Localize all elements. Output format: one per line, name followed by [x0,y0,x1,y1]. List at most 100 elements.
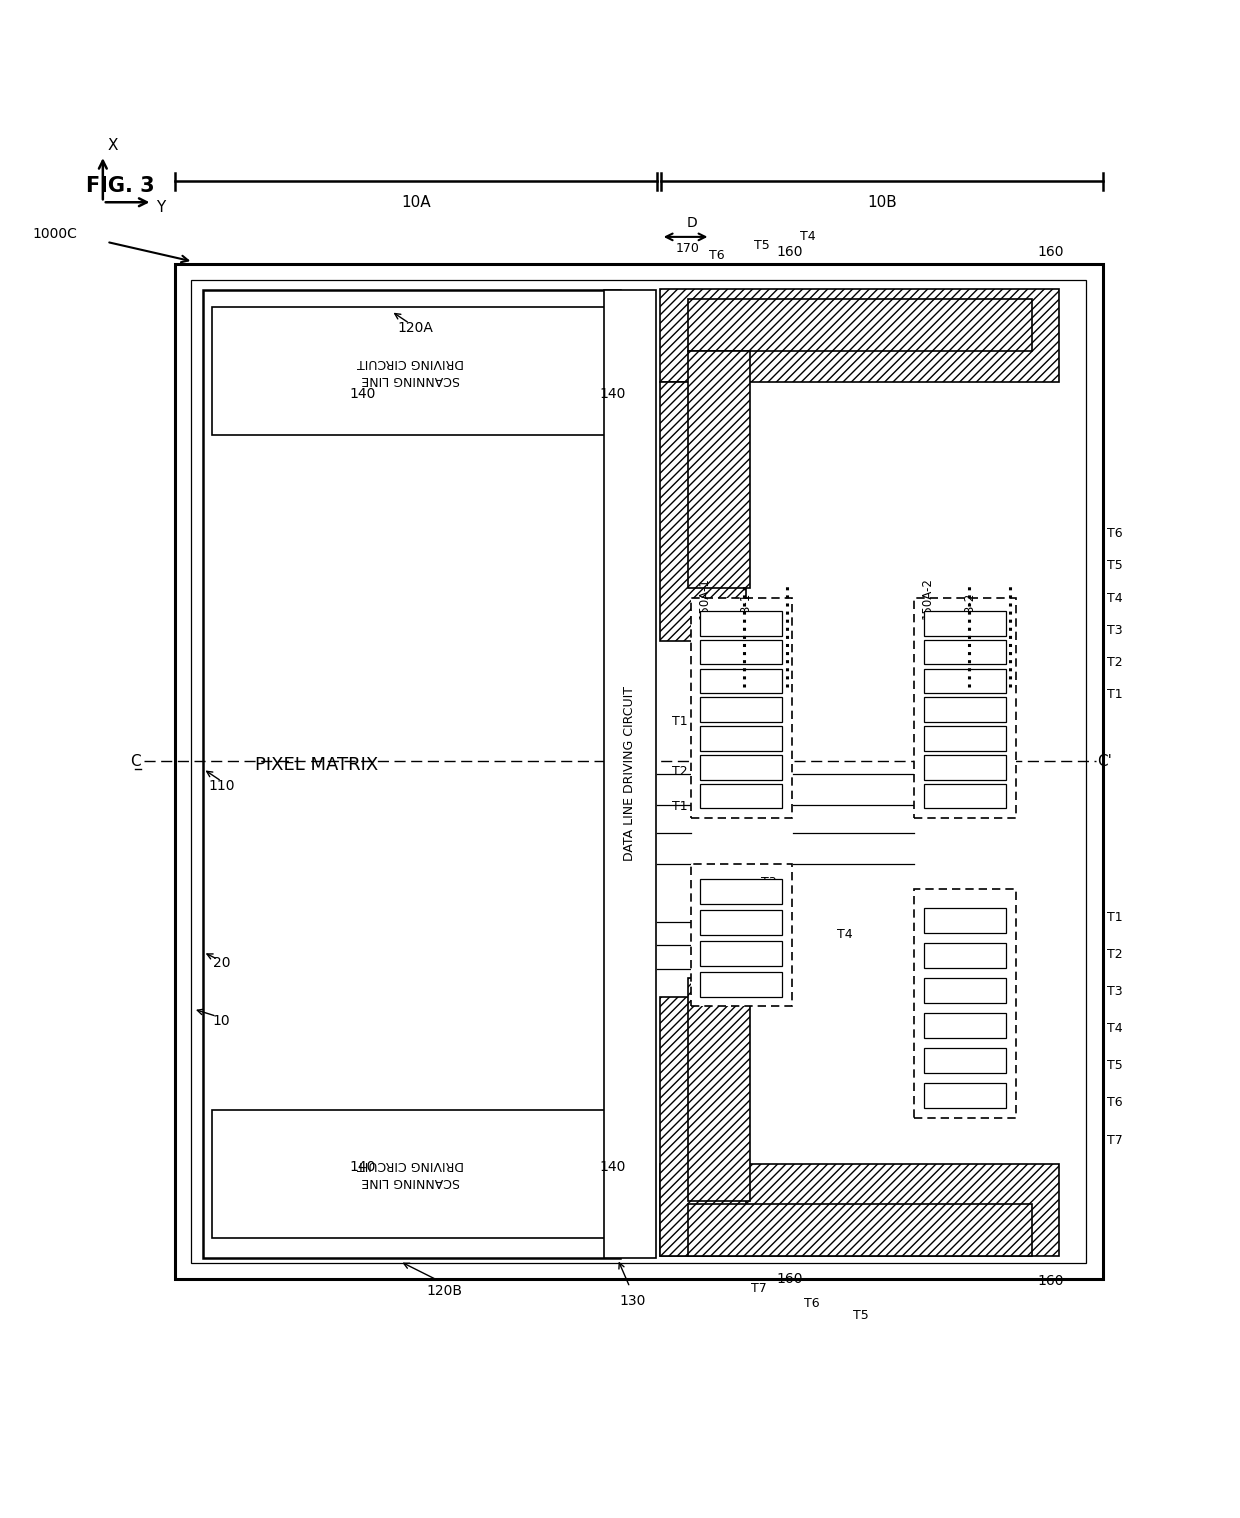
Bar [701,668,782,694]
Bar [924,783,1006,809]
Text: T7: T7 [750,1283,766,1295]
Text: 160: 160 [1038,244,1064,258]
Bar [924,1084,1006,1108]
Text: 150B-1: 150B-1 [739,592,751,635]
Text: T2: T2 [672,765,687,777]
Bar [924,943,1006,967]
Bar [175,264,1102,1278]
Text: X: X [108,138,118,153]
Bar [701,697,782,723]
Bar [604,290,656,1257]
Bar [203,290,620,1257]
Bar [924,726,1006,751]
Bar [691,864,792,1006]
Text: 140: 140 [599,1160,626,1175]
Text: T4: T4 [1107,1022,1122,1035]
Bar [688,299,1032,351]
Bar [212,308,610,434]
Bar [191,281,1086,1263]
Bar [701,909,782,935]
Bar [701,726,782,751]
Bar [701,639,782,665]
Text: 140: 140 [599,387,626,401]
Text: 120A: 120A [398,322,434,335]
Bar [688,351,750,589]
Text: T4: T4 [837,927,853,941]
Bar [701,754,782,780]
Text: T5: T5 [1107,1060,1122,1072]
Bar [688,978,750,1201]
Text: 120B: 120B [427,1284,463,1298]
Text: 10: 10 [213,1014,231,1028]
Bar [924,697,1006,723]
Text: T1: T1 [1107,911,1122,924]
Text: T1: T1 [1107,688,1122,701]
Text: 150A-2: 150A-2 [920,577,934,619]
Text: T5: T5 [853,1309,869,1322]
Text: 150B-2: 150B-2 [962,592,976,635]
Text: 10A: 10A [401,194,430,209]
Bar [924,668,1006,694]
Text: T3: T3 [1107,985,1122,999]
Bar [660,1164,1059,1257]
Text: 1000C: 1000C [32,228,77,241]
Text: T1: T1 [672,715,687,729]
Bar [701,972,782,996]
Bar [924,639,1006,665]
Text: T5: T5 [1107,560,1122,572]
Text: T3: T3 [742,639,758,651]
Text: T1: T1 [672,800,687,812]
Bar [691,598,792,818]
Text: T4: T4 [1107,592,1122,604]
Text: T2: T2 [742,668,758,682]
Bar [914,598,1016,818]
Bar [914,890,1016,1117]
Bar [701,941,782,965]
Text: C: C [130,754,140,770]
Text: T6: T6 [804,1296,820,1310]
Text: SCANNING LINE
DRIVING CIRCUIT: SCANNING LINE DRIVING CIRCUIT [357,1158,465,1189]
Bar [924,978,1006,1003]
Text: T5: T5 [754,238,770,252]
Text: T6: T6 [709,249,724,263]
Bar [660,288,1059,381]
Text: 110: 110 [208,779,234,794]
Text: 130: 130 [619,1293,646,1309]
Text: 170: 170 [676,241,701,255]
Bar [924,908,1006,932]
Text: T7: T7 [1107,1134,1122,1146]
Text: T2: T2 [1107,947,1122,961]
Bar [924,610,1006,636]
Text: 20: 20 [213,956,231,970]
Text: 160: 160 [776,244,802,258]
Text: Y: Y [156,200,165,214]
Bar [924,754,1006,780]
Text: T6: T6 [1107,527,1122,540]
Text: SCANNING LINE
DRIVING CIRCUIT: SCANNING LINE DRIVING CIRCUIT [357,355,465,386]
Text: 10B: 10B [868,194,898,209]
Bar [924,1047,1006,1073]
Bar [924,1013,1006,1038]
Text: T3: T3 [1107,624,1122,638]
Text: 160: 160 [1038,1274,1064,1289]
Bar [660,381,746,642]
Text: 140: 140 [350,1160,376,1175]
Text: T3: T3 [760,876,776,890]
Text: T2: T2 [1107,656,1122,669]
Text: DATA LINE DRIVING CIRCUIT: DATA LINE DRIVING CIRCUIT [624,686,636,861]
Text: T6: T6 [1107,1096,1122,1110]
Text: 150A-1: 150A-1 [698,577,711,619]
Text: T4: T4 [800,231,816,243]
Bar [688,1204,1032,1257]
Bar [701,783,782,809]
Bar [701,610,782,636]
Text: 160: 160 [776,1272,802,1286]
Bar [212,1110,610,1237]
Text: C': C' [1097,754,1112,770]
Bar [701,879,782,903]
Text: D: D [687,216,697,231]
Text: PIXEL MATRIX: PIXEL MATRIX [255,756,378,774]
Text: 140: 140 [350,387,376,401]
Bar [660,996,746,1257]
Text: FIG. 3: FIG. 3 [86,176,154,196]
